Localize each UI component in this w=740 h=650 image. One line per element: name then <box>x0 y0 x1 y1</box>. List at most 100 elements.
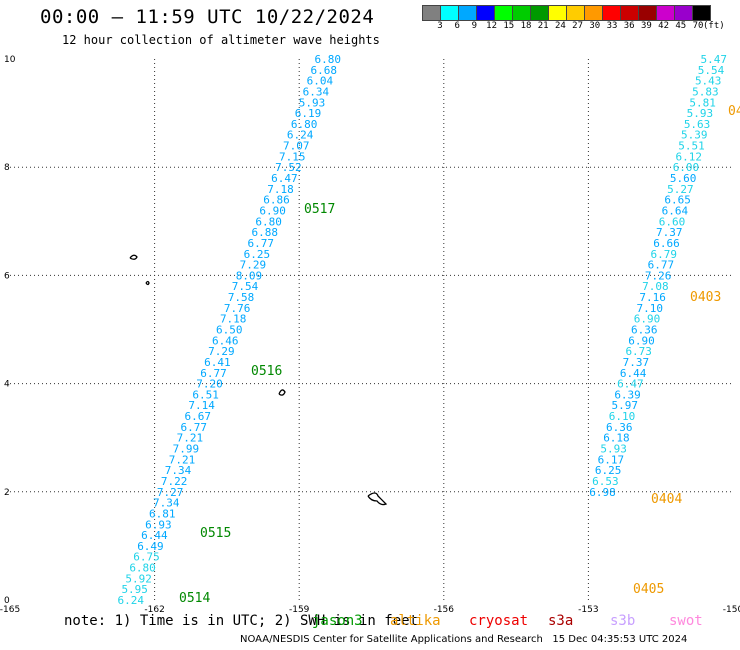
wave-height-value: 5.60 <box>670 172 697 185</box>
satellite-label-altika: altika <box>390 613 441 629</box>
wave-height-value: 6.49 <box>137 540 164 553</box>
satellite-label-jason3: jason3 <box>312 613 363 629</box>
wave-height-value: 7.27 <box>157 486 184 499</box>
wave-height-value: 6.41 <box>204 356 231 369</box>
satellite-label-cryosat: cryosat <box>469 613 529 629</box>
legend-label: 18 <box>520 21 532 31</box>
wave-height-value: 6.46 <box>212 334 239 347</box>
wave-height-value: 8.09 <box>236 269 263 282</box>
wave-height-value: 6.60 <box>659 215 686 228</box>
wave-height-value: 6.25 <box>595 464 622 477</box>
wave-height-value: 5.83 <box>692 85 719 98</box>
wave-height-value: 7.54 <box>232 280 259 293</box>
wave-height-value: 6.67 <box>184 410 211 423</box>
wave-height-value: 7.21 <box>177 432 204 445</box>
wave-height-value: 5.92 <box>125 572 152 585</box>
legend-label: 6 <box>454 21 460 31</box>
legend-label: 12 <box>486 21 498 31</box>
wave-height-value: 5.47 <box>701 53 728 66</box>
wave-height-value: 6.90 <box>628 334 655 347</box>
wave-height-value: 6.24 <box>287 129 314 142</box>
wave-height-value: 6.53 <box>592 475 619 488</box>
legend-label: 9 <box>471 21 478 31</box>
wave-height-value: 6.00 <box>673 161 700 174</box>
wave-height-value: 7.99 <box>173 443 200 456</box>
wave-height-value: 6.79 <box>650 248 677 261</box>
legend-label: 21 <box>537 21 549 31</box>
wave-height-value: 7.14 <box>188 399 215 412</box>
wave-height-value: 7.16 <box>639 291 666 304</box>
wave-height-value: 6.98 <box>589 486 616 499</box>
pass-time-label: 0514 <box>179 591 210 606</box>
wave-height-value: 6.47 <box>271 172 298 185</box>
wave-height-value: 5.51 <box>678 140 705 153</box>
legend-label: 70 <box>692 21 704 31</box>
x-tick-label: -150 <box>723 605 740 615</box>
wave-height-value: 6.18 <box>603 432 630 445</box>
wave-height-value: 6.25 <box>244 248 271 261</box>
wave-height-value: 7.15 <box>279 150 306 163</box>
pass-time-label: 04 <box>728 104 740 119</box>
wave-height-value: 7.20 <box>196 378 223 391</box>
wave-height-value: 7.37 <box>656 226 683 239</box>
x-tick-label: -153 <box>578 605 598 615</box>
wave-height-value: 6.50 <box>216 324 243 337</box>
wave-height-value: 6.73 <box>625 345 652 358</box>
wave-height-value: 7.26 <box>645 269 672 282</box>
wave-height-value: 5.95 <box>121 583 148 596</box>
wave-height-value: 6.86 <box>263 194 290 207</box>
wave-height-value: 6.77 <box>648 259 675 272</box>
wave-height-value: 7.34 <box>153 497 180 510</box>
wave-height-value: 5.93 <box>299 96 326 109</box>
y-tick-label: 2 <box>4 488 10 498</box>
wave-height-value: 6.44 <box>620 367 647 380</box>
wave-height-value: 7.37 <box>623 356 650 369</box>
wave-height-value: 6.90 <box>634 313 661 326</box>
wave-height-value: 6.51 <box>192 388 219 401</box>
wave-height-value: 6.19 <box>295 107 322 120</box>
wave-height-value: 5.43 <box>695 75 722 88</box>
footer: NOAA/NESDIS Center for Satellite Applica… <box>240 634 687 645</box>
legend-label: 42 <box>658 21 670 31</box>
pass-time-label: 0517 <box>304 202 335 217</box>
wave-height-value: 6.10 <box>609 410 636 423</box>
wave-height-value: 7.29 <box>240 259 267 272</box>
wave-height-value: 6.80 <box>255 215 282 228</box>
legend-swatch <box>692 5 711 21</box>
y-tick-label: 10 <box>4 55 16 65</box>
page-title: 00:00 – 11:59 UTC 10/22/2024 <box>40 6 375 28</box>
wave-height-value: 6.39 <box>614 388 641 401</box>
wave-height-value: 7.29 <box>208 345 235 358</box>
y-tick-label: 0 <box>4 596 10 606</box>
island-outline <box>367 492 388 506</box>
wave-height-value: 6.04 <box>307 75 334 88</box>
wave-height-value: 5.93 <box>600 443 627 456</box>
wave-height-value: 6.12 <box>675 150 702 163</box>
wave-height-value: 6.47 <box>617 378 644 391</box>
wave-height-value: 7.07 <box>283 140 310 153</box>
wave-height-value: 7.52 <box>275 161 302 174</box>
wave-height-value: 6.93 <box>145 518 172 531</box>
wave-height-value: 6.80 <box>291 118 318 131</box>
wave-height-value: 5.39 <box>681 129 708 142</box>
wave-height-value: 6.77 <box>248 237 275 250</box>
wave-height-value: 6.90 <box>259 204 286 217</box>
wave-height-value: 7.18 <box>267 183 294 196</box>
legend-label: 27 <box>572 21 584 31</box>
wave-height-value: 7.76 <box>224 302 251 315</box>
pass-time-label: 0405 <box>633 582 664 597</box>
wave-height-value: 7.08 <box>642 280 669 293</box>
wave-height-value: 6.17 <box>598 453 625 466</box>
wave-height-value: 6.80 <box>315 53 342 66</box>
wave-height-value: 6.64 <box>662 204 689 217</box>
island-outline <box>278 389 286 396</box>
island-outline <box>145 280 150 286</box>
wave-height-value: 6.88 <box>251 226 278 239</box>
pass-time-label: 0516 <box>251 364 282 379</box>
pass-time-label: 0404 <box>651 492 682 507</box>
legend-label: 36 <box>623 21 635 31</box>
wave-height-value: 5.27 <box>667 183 694 196</box>
legend-label: 15 <box>503 21 515 31</box>
legend-label: 39 <box>640 21 652 31</box>
wave-height-value: 6.34 <box>303 85 330 98</box>
